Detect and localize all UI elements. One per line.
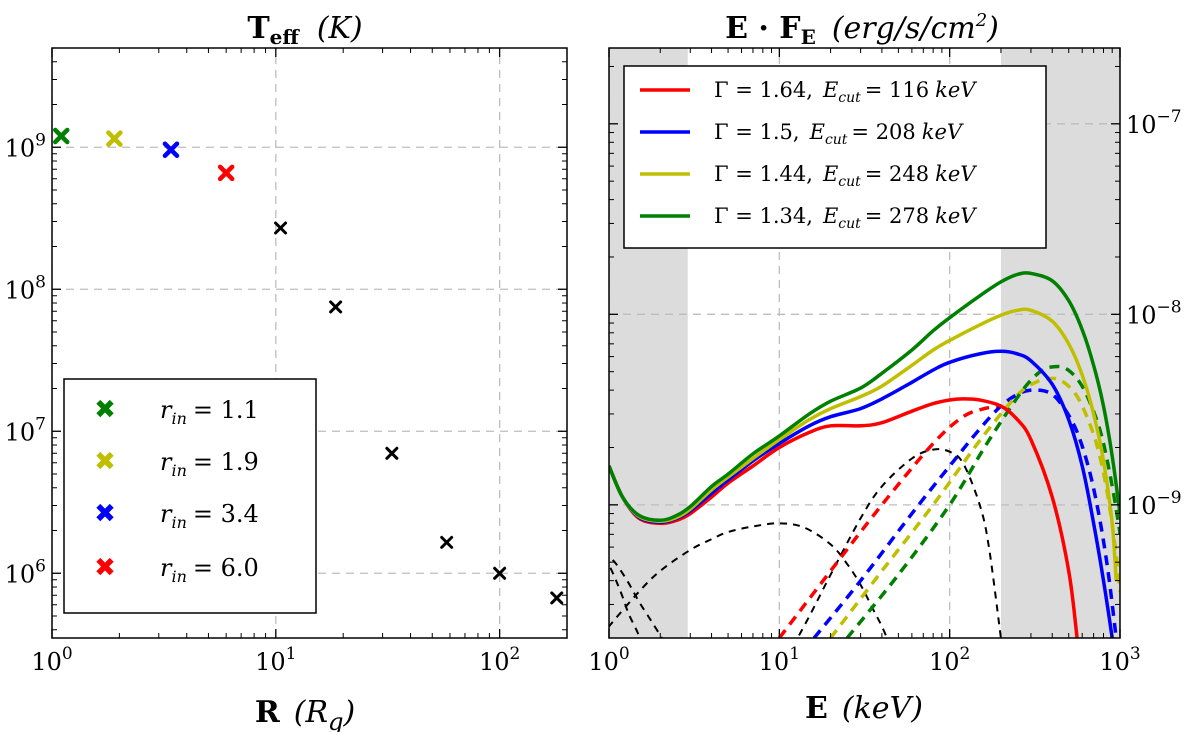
y-tick-label: 107 xyxy=(5,414,46,446)
right-curves xyxy=(609,271,1120,638)
dashed-component-curve xyxy=(609,556,664,638)
marker-stroke xyxy=(493,566,507,580)
marker-stroke xyxy=(385,446,399,460)
dashed-component-curve xyxy=(845,364,1120,638)
y-tick-label: 10−8 xyxy=(1126,297,1182,329)
legend-entry: ✖ rin = 1.9 xyxy=(94,447,259,480)
y-tick-label: 10−7 xyxy=(1126,107,1182,139)
legend-marker-green: ✖ xyxy=(94,395,116,425)
legend-entry: ✖ rin = 1.1 xyxy=(94,395,259,428)
data-point-marker xyxy=(217,164,235,182)
legend-label: rin = 1.1 xyxy=(160,396,259,428)
x-tick-label: 102 xyxy=(929,644,970,676)
left-markers xyxy=(53,127,564,605)
data-point-marker xyxy=(329,300,343,314)
marker-stroke xyxy=(53,127,70,145)
legend-label: rin = 1.9 xyxy=(160,448,259,480)
left-x-axis-label: R (Rg) xyxy=(255,695,355,732)
legend-label: rin = 6.0 xyxy=(160,554,259,586)
x-tick-label: 100 xyxy=(31,644,72,676)
marker-stroke xyxy=(106,130,123,147)
right-ticks: 100 101 102 103 10−9 10−8 10−7 xyxy=(588,48,1182,676)
marker-stroke xyxy=(162,141,180,159)
right-legend: Γ = 1.64, Ecut = 116 keV Γ = 1.5, Ecut = 208 k… xyxy=(623,65,1047,249)
right-chart-panel: 100 101 102 103 10−9 10−8 10−7 E · FE (erg/s/cm… xyxy=(588,10,1181,726)
data-point-marker xyxy=(106,130,123,147)
marker-stroke xyxy=(217,164,235,182)
left-plot-frame xyxy=(51,47,568,639)
spectrum-curve xyxy=(609,307,1118,581)
dashed-component-curve xyxy=(609,563,642,638)
legend-label: Γ = 1.44, Ecut = 248 keV xyxy=(714,162,977,190)
right-plot-frame xyxy=(608,47,1121,639)
y-tick-label: 106 xyxy=(5,556,46,588)
dashed-component-curve xyxy=(812,388,1118,638)
spectrum-curve xyxy=(609,271,1120,523)
data-point-marker xyxy=(550,591,564,605)
left-legend: ✖ rin = 1.1 ✖ rin = 1.9 ✖ rin = 3.4 ✖ rin = … xyxy=(63,378,317,614)
dashed-component-curve xyxy=(777,404,1002,638)
legend-marker-red: ✖ xyxy=(94,553,116,583)
legend-marker-blue: ✖ xyxy=(94,499,116,529)
spectrum-curve xyxy=(609,397,1079,638)
data-point-marker xyxy=(385,446,399,460)
data-point-marker xyxy=(162,141,180,159)
marker-stroke xyxy=(329,300,343,314)
left-legend-box xyxy=(63,378,317,614)
right-x-axis-label: E (keV) xyxy=(805,691,923,726)
legend-entry: Γ = 1.44, Ecut = 248 keV xyxy=(640,162,977,190)
legend-label: Γ = 1.5, Ecut = 208 keV xyxy=(714,120,964,148)
legend-entry: Γ = 1.34, Ecut = 278 keV xyxy=(640,204,977,232)
data-point-marker xyxy=(53,127,70,145)
data-point-marker xyxy=(440,535,454,549)
dashed-component-curve xyxy=(609,522,889,638)
dashed-component-curve xyxy=(796,448,1002,638)
legend-entry: Γ = 1.5, Ecut = 208 keV xyxy=(640,120,964,148)
x-tick-label: 101 xyxy=(759,644,800,676)
x-tick-label: 100 xyxy=(588,644,629,676)
legend-marker-yellow: ✖ xyxy=(94,447,116,477)
y-tick-label: 10−9 xyxy=(1126,488,1182,520)
right-legend-box xyxy=(623,65,1047,249)
left-chart-title: Teff (K) xyxy=(247,11,362,49)
x-tick-label: 102 xyxy=(479,644,520,676)
data-point-marker xyxy=(274,221,288,235)
legend-label: Γ = 1.64, Ecut = 116 keV xyxy=(714,78,977,106)
left-ticks: 100 101 102 106 107 108 109 xyxy=(5,48,567,676)
right-chart-title: E · FE (erg/s/cm2) xyxy=(725,10,999,49)
legend-label: rin = 3.4 xyxy=(160,500,259,532)
y-tick-label: 108 xyxy=(5,272,46,304)
marker-stroke xyxy=(440,535,454,549)
legend-entry: ✖ rin = 3.4 xyxy=(94,499,259,532)
marker-stroke xyxy=(274,221,288,235)
data-point-marker xyxy=(493,566,507,580)
y-tick-label: 109 xyxy=(5,130,46,162)
marker-stroke xyxy=(550,591,564,605)
x-tick-label: 101 xyxy=(255,644,296,676)
legend-entry: Γ = 1.64, Ecut = 116 keV xyxy=(640,78,977,106)
x-tick-label: 103 xyxy=(1099,644,1140,676)
legend-entry: ✖ rin = 6.0 xyxy=(94,553,259,586)
left-chart-panel: 100 101 102 106 107 108 109 Teff (K) R (Rg) ✖ ri… xyxy=(5,11,568,732)
legend-label: Γ = 1.34, Ecut = 278 keV xyxy=(714,204,977,232)
